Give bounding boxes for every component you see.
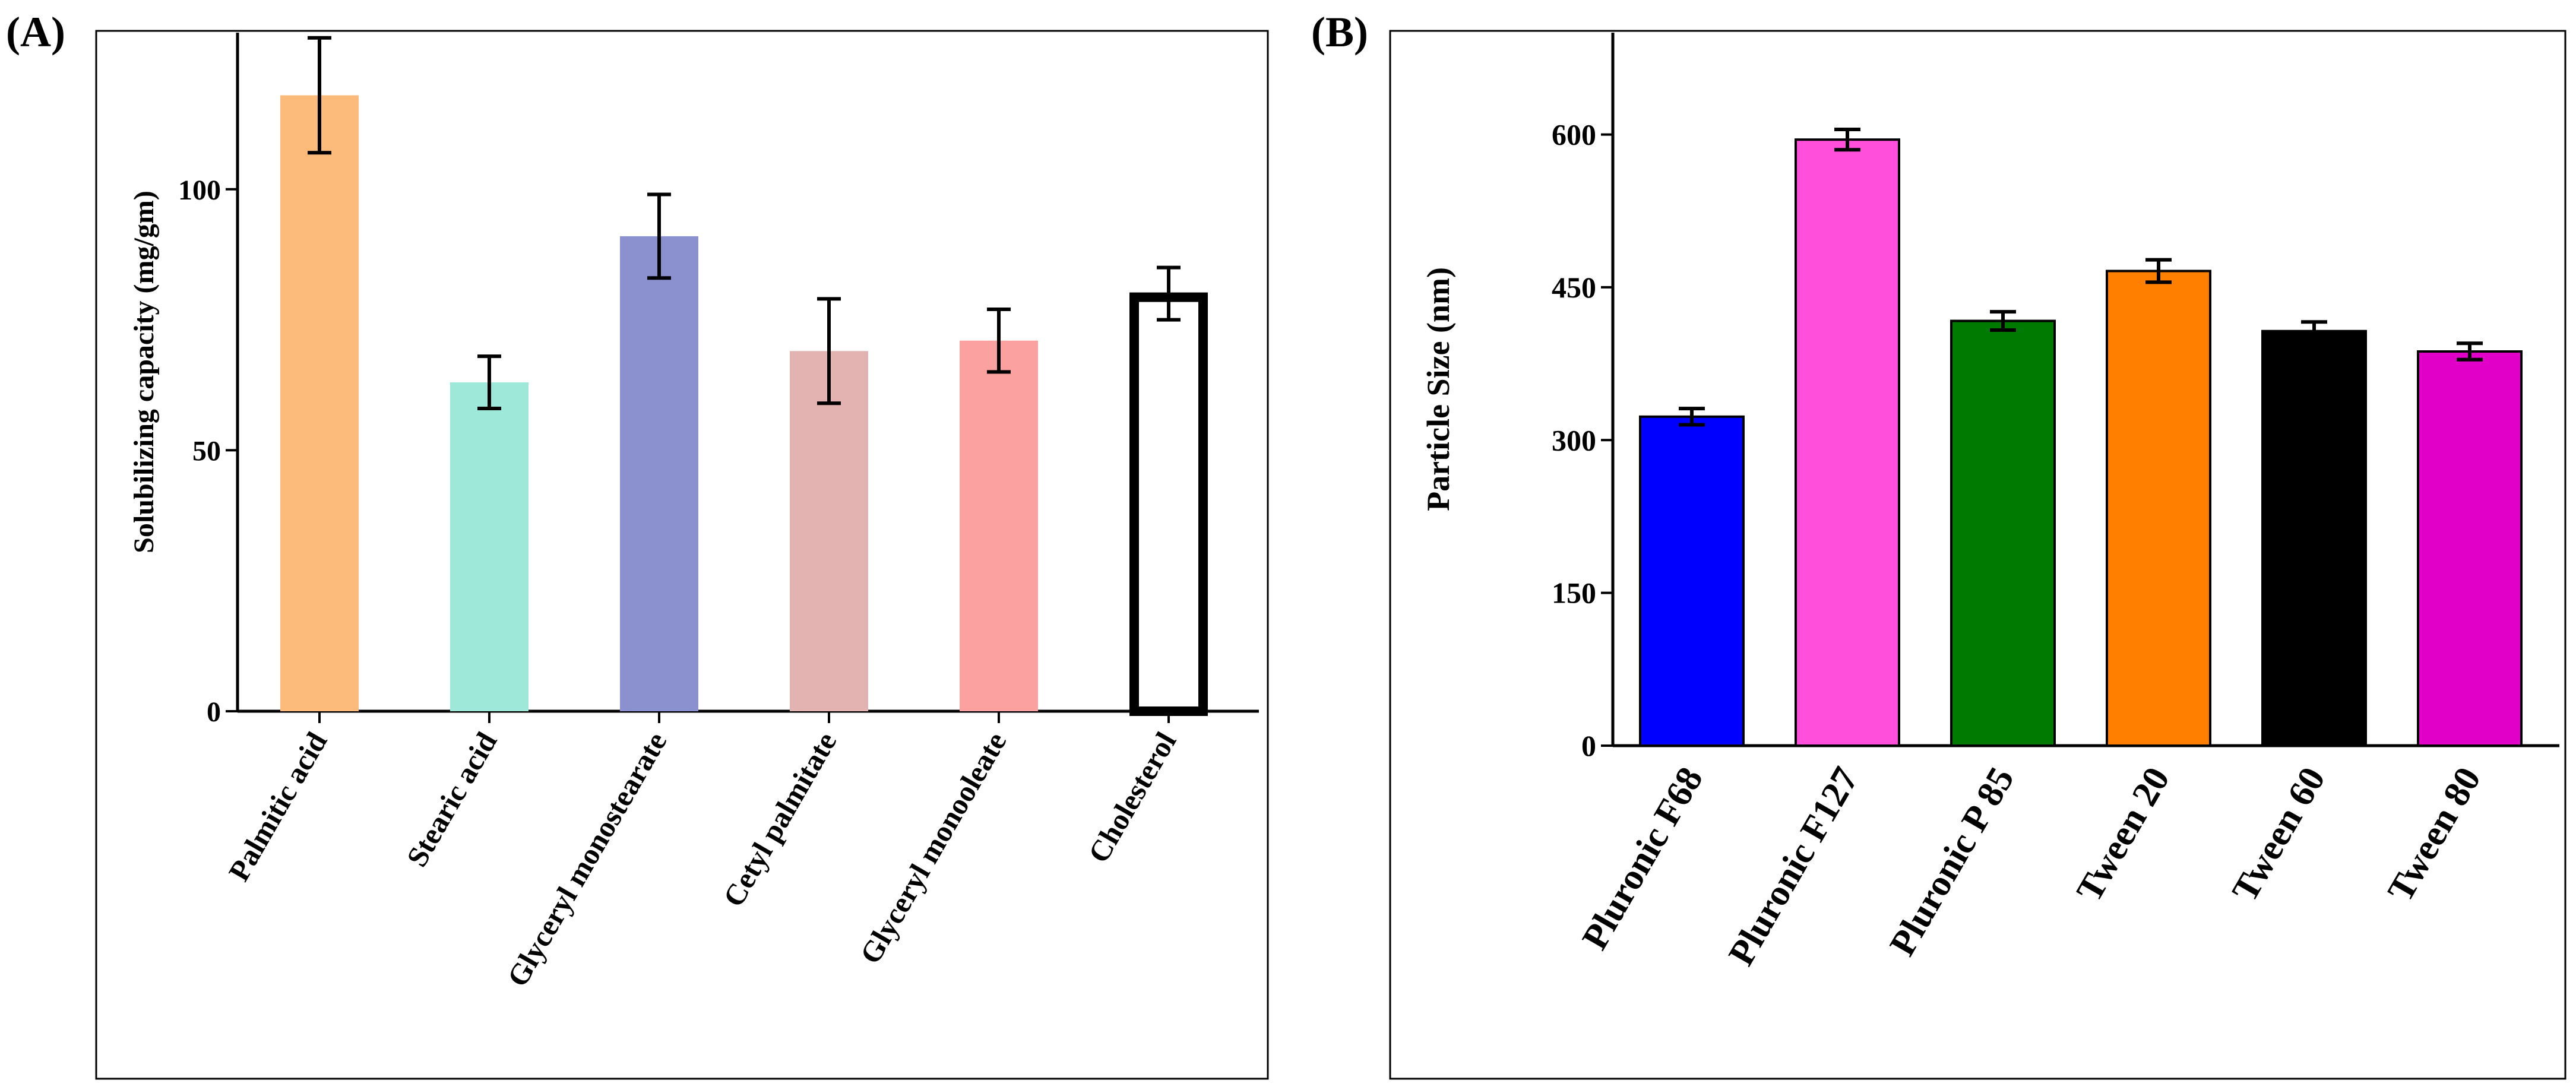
b-bar — [1950, 319, 2056, 747]
b-category-label: Tween 80 — [2380, 761, 2489, 908]
a-y-tick-label: 100 — [178, 175, 221, 206]
b-bar — [2106, 270, 2211, 747]
b-y-tick-label: 450 — [1552, 271, 1596, 304]
panel-a-label: (A) — [6, 8, 65, 56]
a-y-axis-label: Solubilizing capacity (mg/gm) — [128, 191, 160, 553]
a-bar — [960, 340, 1038, 711]
a-y-tick-label: 0 — [207, 696, 221, 728]
panel-a-frame — [95, 30, 1269, 1080]
a-category-label: Glyceryl monostearate — [501, 727, 673, 993]
a-category-label: Cetyl palmitate — [716, 727, 843, 912]
a-category-label: Stearic acid — [400, 726, 503, 872]
b-y-tick-label: 0 — [1581, 729, 1596, 762]
panel-b-label: (B) — [1311, 8, 1368, 56]
b-bar — [2261, 329, 2367, 747]
b-bar — [1639, 415, 1745, 747]
b-y-tick-label: 300 — [1552, 423, 1596, 457]
b-bar — [1795, 138, 1900, 747]
b-category-label: Pluronic P 85 — [1882, 761, 2022, 962]
panel-b: (B) 0 150 300 450 600 Particle Size (nm) Pluro… — [1311, 8, 2566, 1080]
a-bar — [450, 382, 529, 711]
b-y-tick-label: 150 — [1552, 576, 1596, 610]
a-bar — [620, 236, 698, 711]
b-category-label: Pluronic F127 — [1721, 761, 1866, 972]
a-category-label: Palmitic acid — [221, 726, 333, 886]
b-y-tick-label: 600 — [1552, 118, 1596, 151]
a-category-label: Glyceryl monooleate — [853, 727, 1013, 969]
a-bar — [1129, 292, 1208, 717]
b-bar — [2417, 350, 2523, 747]
panel-b-chart: 0 150 300 450 600 Particle Size (nm) Pluronic … — [1420, 33, 2559, 972]
a-y-tick-label: 50 — [192, 435, 221, 467]
a-category-label: Cholesterol — [1081, 726, 1182, 868]
panel-a-chart: 0 50 100 Solubilizing capacity (mg/gm) Palmi… — [128, 33, 1259, 992]
b-category-label: Tween 60 — [2224, 761, 2333, 908]
b-category-label: Pluronic F68 — [1574, 761, 1711, 956]
b-y-axis-label: Particle Size (nm) — [1420, 267, 1456, 511]
b-category-label: Tween 20 — [2069, 761, 2178, 908]
a-bar — [280, 95, 359, 711]
panel-b-frame — [1389, 30, 2566, 1080]
panel-a: (A) 0 50 100 Solubilizing capacity (mg/gm) P… — [6, 8, 1269, 1080]
a-bar — [790, 351, 868, 711]
